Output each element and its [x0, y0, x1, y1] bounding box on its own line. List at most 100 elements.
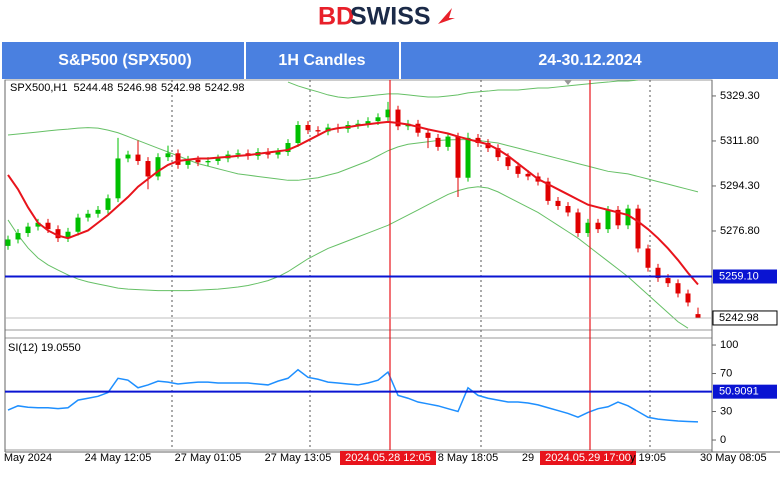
- candle-body: [525, 173, 531, 177]
- annotations: 5329.30 5311.80 5294.30 5276.80 100 70 30 0 5259…: [4, 80, 778, 465]
- candle-body: [455, 136, 461, 178]
- candle-body: [495, 148, 501, 158]
- candle-body: [565, 206, 571, 213]
- candle-body: [85, 213, 91, 218]
- candle-body: [645, 248, 651, 268]
- candle-body: [35, 222, 41, 227]
- candle-body: [355, 123, 361, 126]
- x-tick-label: 8 May 18:05: [438, 452, 499, 464]
- y-tick-label: 5276.80: [720, 225, 760, 237]
- candle-body: [505, 157, 511, 167]
- candle-body: [485, 143, 491, 149]
- candle-body: [425, 132, 431, 138]
- candle-body: [205, 161, 211, 163]
- y-tick-label: 5311.80: [720, 135, 759, 147]
- candle-body: [465, 137, 471, 178]
- candle-body: [185, 159, 191, 165]
- last-low: 5242.98: [161, 82, 201, 94]
- candle-body: [295, 125, 301, 144]
- x-tick-label: 2024.05.29 17:00: [545, 452, 631, 464]
- x-tick-label: 2024.05.28 12:05: [345, 452, 431, 464]
- level-label: 50.9091: [719, 386, 759, 398]
- x-tick-label: 27 May 13:05: [265, 452, 332, 464]
- candle-body: [695, 314, 701, 318]
- candle-body: [5, 239, 11, 246]
- x-tick-label: y 19:05: [630, 452, 666, 464]
- header-instrument: S&P500 (SPX500): [58, 52, 191, 69]
- candle-body: [65, 231, 71, 239]
- candle-body: [415, 123, 421, 133]
- moving-average: [7, 120, 699, 286]
- candle-body: [375, 117, 381, 122]
- y-tick-label: 0: [720, 434, 726, 446]
- candle-body: [475, 137, 481, 144]
- rsi-label: SI(12) 19.0550: [8, 342, 81, 354]
- candle-body: [605, 209, 611, 230]
- candle-body: [145, 161, 151, 177]
- y-tick-label: 30: [720, 405, 732, 417]
- candle-body: [675, 283, 681, 294]
- logo-bd: BD: [318, 3, 354, 31]
- candle-body: [165, 153, 171, 158]
- band-line: [287, 80, 639, 99]
- price-header: SPX500,H1 5244.48 5246.98 5242.98 5242.98: [10, 82, 245, 94]
- candle-body: [435, 137, 441, 147]
- y-tick-label: 70: [720, 367, 732, 379]
- x-tick-label: 24 May 12:05: [85, 452, 152, 464]
- candle-body: [285, 143, 291, 153]
- last-open: 5244.48: [73, 82, 113, 94]
- candle-body: [15, 233, 21, 240]
- candle-body: [655, 267, 661, 279]
- last-high: 5246.98: [117, 82, 157, 94]
- candle-body: [305, 125, 311, 131]
- candle-body: [585, 222, 591, 234]
- band-line: [7, 127, 699, 193]
- candle-body: [215, 158, 221, 162]
- candle-body: [395, 109, 401, 127]
- candle-body: [595, 222, 601, 230]
- candle-body: [365, 121, 371, 124]
- candle-body: [385, 109, 391, 118]
- band-line: [7, 186, 689, 329]
- candle-body: [545, 181, 551, 201]
- x-tick-label: 29: [522, 452, 534, 464]
- last-price-label: 5242.98: [719, 312, 759, 324]
- candle-body: [615, 209, 621, 226]
- candle-body: [635, 208, 641, 249]
- y-tick-label: 5329.30: [720, 90, 760, 102]
- rsi-plot: [7, 368, 699, 423]
- candle-body: [235, 153, 241, 155]
- y-tick-label: 5294.30: [720, 180, 760, 192]
- candle-body: [445, 136, 451, 147]
- price-plot: [5, 80, 701, 329]
- candle-body: [115, 158, 121, 199]
- candle-body: [195, 159, 201, 163]
- candle-body: [25, 226, 31, 234]
- logo-arrow: [438, 8, 455, 24]
- candle-body: [125, 154, 131, 159]
- candle-body: [665, 278, 671, 284]
- candle-body: [95, 209, 101, 214]
- symbol: SPX500,H1: [10, 82, 67, 94]
- candle-body: [105, 198, 111, 210]
- header-period: 24-30.12.2024: [538, 52, 641, 69]
- candle-body: [45, 222, 51, 230]
- candle-body: [155, 157, 161, 177]
- x-tick-label: 30 May 08:05: [700, 452, 767, 464]
- last-price-box: [712, 310, 778, 326]
- y-tick-label: 100: [720, 339, 738, 351]
- header-bar: [2, 42, 778, 79]
- level-label: 5259.10: [719, 270, 759, 282]
- candle-body: [55, 229, 61, 239]
- candle-body: [135, 154, 141, 162]
- x-tick-label: May 2024: [4, 452, 52, 464]
- level-label-box: [713, 269, 777, 284]
- candle-body: [555, 200, 561, 207]
- logo-swiss: SWISS: [350, 3, 431, 31]
- marker-triangle: [564, 80, 572, 85]
- x-label-highlight: [340, 451, 436, 465]
- candle-body: [625, 208, 631, 226]
- last-close: 5242.98: [205, 82, 245, 94]
